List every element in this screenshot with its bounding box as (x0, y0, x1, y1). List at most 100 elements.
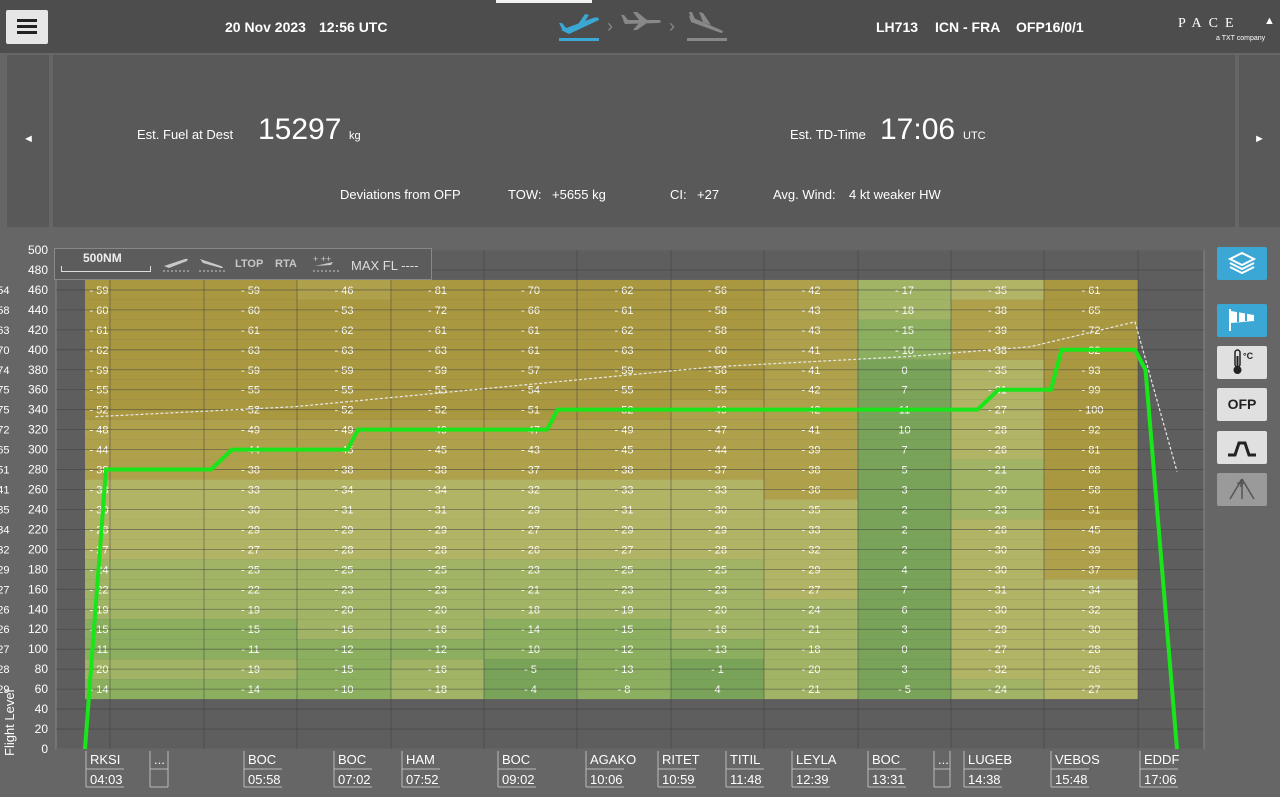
wind-value-label: - 57 (521, 365, 540, 377)
waypoint-label[interactable]: AGAKO 10:06 (585, 751, 636, 788)
y-tick-label: 360 (28, 383, 48, 397)
y-tick-label: 60 (35, 682, 49, 696)
wind-value-label: - 54 (521, 385, 540, 397)
wind-value-label: - 33 (708, 485, 727, 497)
wind-value-label: - 27 (241, 544, 260, 556)
cruise-icon[interactable] (621, 12, 661, 30)
waypoint-label[interactable]: EDDF 17:06 (1139, 751, 1179, 788)
wind-value-label: - 12 (428, 644, 447, 656)
y-tick-label: 440 (28, 303, 48, 317)
wind-value-label: - 36 (802, 485, 821, 497)
wind-value-label: - 31 (988, 584, 1007, 596)
landing-icon[interactable] (687, 12, 727, 41)
wind-value-label: - 25 (708, 564, 727, 576)
wind-value-label: - 37 (1082, 564, 1101, 576)
wind-value-label: - 26 (988, 524, 1007, 536)
wind-value-label: - 10 (521, 644, 540, 656)
wind-value-label: - 27 (615, 544, 634, 556)
wind-value-label: - 11 (241, 644, 259, 656)
wind-value-label: - 13 (708, 644, 727, 656)
waypoint-label[interactable]: TITIL 11:48 (725, 751, 764, 788)
waypoint-name: AGAKO (590, 752, 636, 767)
wind-value-label: - 5 (898, 684, 911, 696)
wind-value-label: - 1 (711, 664, 724, 676)
wind-value-label: - 21 (802, 624, 821, 636)
takeoff-icon[interactable] (559, 14, 599, 41)
waypoint-label[interactable]: LEYLA 12:39 (791, 751, 837, 788)
wind-button[interactable] (1217, 304, 1267, 337)
waypoint-label[interactable]: BOC 05:58 (243, 751, 282, 788)
wind-value-label: 4 (714, 684, 720, 696)
wind-value-label: - 33 (802, 524, 821, 536)
y-tick-label: 80 (35, 662, 49, 676)
menu-icon-bar (17, 25, 37, 28)
wind-value-label: - 30 (708, 504, 727, 516)
landing-marker-icon (199, 259, 225, 272)
wind-value-label: - 42 (802, 385, 821, 397)
arrow-left-icon: ◄ (23, 133, 34, 145)
waypoint-time: 07:52 (406, 772, 439, 787)
waypoint-label[interactable]: VEBOS 15:48 (1050, 751, 1100, 788)
profile-svg[interactable]: - 59- 60- 61- 62- 59- 55- 52- 48- 44- 38… (0, 236, 1210, 797)
wind-value-label: - 92 (1082, 425, 1101, 437)
top-bar: 20 Nov 2023 12:56 UTC › › LH713 ICN - FR… (0, 0, 1280, 53)
wind-value-label: - 43 (521, 445, 540, 457)
wind-value-label: - 38 (428, 465, 447, 477)
wind-value-label: - 52 (241, 405, 260, 417)
ci-value: +27 (697, 187, 720, 202)
fuel-label: Est. Fuel at Dest (137, 127, 234, 142)
logo-subtext: a TXT company (1216, 35, 1266, 42)
avg-wind-label: Avg. Wind: (773, 187, 836, 202)
waypoint-label[interactable]: ... (149, 751, 169, 788)
wind-value-label: - 59 (241, 285, 260, 297)
wind-value-label: - 28 (428, 544, 447, 556)
waypoint-label[interactable]: HAM 07:52 (401, 751, 440, 788)
waypoint-label[interactable]: LUGEB 14:38 (963, 751, 1012, 788)
vertical-profile-chart[interactable]: - 59- 60- 61- 62- 59- 55- 52- 48- 44- 38… (0, 236, 1210, 797)
waypoint-name: BOC (338, 752, 366, 767)
profile-button[interactable] (1217, 431, 1267, 464)
wind-value-label: - 75 (0, 405, 9, 417)
wind-value-label: - 22 (241, 584, 260, 596)
waypoint-label[interactable]: RKSI 04:03 (85, 751, 124, 788)
wind-value-label: - 61 (428, 325, 447, 337)
airport-button[interactable]: ✈ (1217, 473, 1267, 506)
waypoint-label[interactable]: BOC 07:02 (333, 751, 372, 788)
layers-button[interactable] (1217, 247, 1267, 280)
wind-value-label: - 21 (988, 465, 1007, 477)
y-tick-label: 340 (28, 403, 48, 417)
wind-value-label: - 81 (428, 285, 447, 297)
menu-button[interactable] (6, 10, 48, 44)
flight-phase-indicator[interactable]: › › (555, 8, 735, 46)
wind-value-label: - 21 (521, 584, 540, 596)
waypoint-label[interactable]: ... (933, 751, 951, 788)
wind-value-label: - 41 (802, 365, 821, 377)
y-tick-label: 300 (28, 443, 48, 457)
fuel-unit: kg (349, 130, 361, 142)
waypoint-label[interactable]: BOC 13:31 (867, 751, 906, 788)
wind-value-label: - 37 (521, 465, 540, 477)
wind-value-label: - 33 (241, 485, 260, 497)
wind-value-label: - 27 (0, 584, 9, 596)
wind-value-label: - 49 (241, 425, 260, 437)
wind-value-label: - 25 (241, 564, 260, 576)
svg-text:+ ++: + ++ (313, 254, 331, 264)
y-tick-label: 120 (28, 622, 48, 636)
wind-value-label: - 29 (615, 524, 634, 536)
wind-value-label: - 32 (521, 485, 540, 497)
wind-value-label: - 38 (802, 465, 821, 477)
waypoint-name: LUGEB (968, 752, 1012, 767)
wind-value-label: - 29 (0, 684, 9, 696)
previous-button[interactable]: ◄ (7, 55, 49, 227)
takeoff-marker-icon (163, 258, 189, 272)
wind-value-label: - 53 (335, 305, 354, 317)
temperature-button[interactable]: °C (1217, 346, 1267, 379)
next-button[interactable]: ► (1239, 55, 1280, 227)
waypoint-label[interactable]: RITET 10:59 (657, 751, 700, 788)
waypoint-label[interactable]: BOC 09:02 (497, 751, 536, 788)
wind-value-label: - 30 (1082, 624, 1101, 636)
ofp-button[interactable]: OFP (1217, 388, 1267, 421)
wind-value-label: 7 (901, 385, 907, 397)
wind-value-label: - 31 (615, 504, 634, 516)
waypoint-time: 05:58 (248, 772, 281, 787)
